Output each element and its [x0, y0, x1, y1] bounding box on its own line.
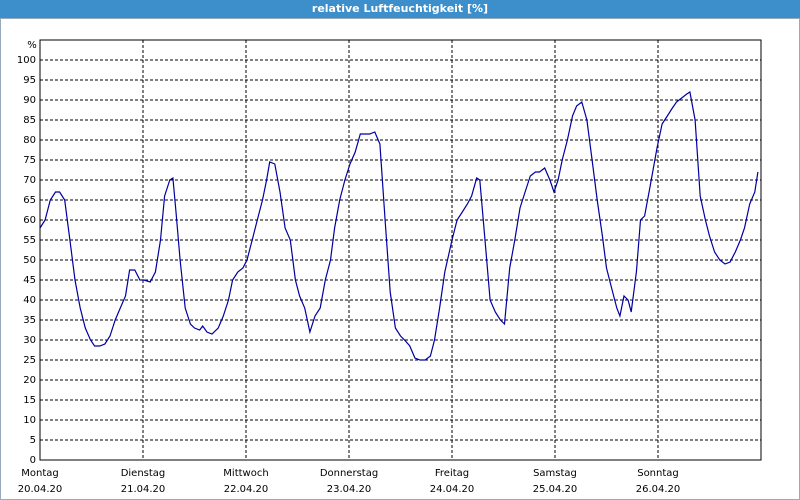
x-tick-label: Mittwoch — [223, 468, 268, 479]
y-tick-label: 50 — [23, 255, 36, 266]
x-tick-date: 24.04.20 — [430, 484, 475, 495]
data-line — [39, 91, 759, 361]
y-tick-label: 95 — [23, 75, 36, 86]
x-tick-date: 20.04.20 — [18, 484, 63, 495]
x-tick-date: 25.04.20 — [533, 484, 578, 495]
y-tick-label: 80 — [23, 135, 36, 146]
y-axis-label: % — [27, 40, 37, 51]
y-tick-label: 100 — [17, 55, 36, 66]
y-tick-label: 90 — [23, 95, 36, 106]
x-tick-label: Freitag — [435, 468, 469, 479]
y-tick-label: 60 — [23, 215, 36, 226]
y-tick-label: 10 — [23, 415, 36, 426]
x-tick-date: 21.04.20 — [121, 484, 166, 495]
y-tick-label: 25 — [23, 355, 36, 366]
y-tick-label: 85 — [23, 115, 36, 126]
x-tick-label: Samstag — [533, 468, 577, 479]
y-tick-label: 35 — [23, 315, 36, 326]
y-tick-label: 5 — [30, 435, 36, 446]
title-bar: relative Luftfeuchtigkeit [%] — [0, 0, 800, 18]
x-tick-date: 22.04.20 — [224, 484, 269, 495]
plot-frame — [39, 39, 762, 461]
y-tick-label: 70 — [23, 175, 36, 186]
y-tick-label: 0 — [30, 455, 36, 466]
x-tick-label: Donnerstag — [320, 468, 378, 479]
y-tick-label: 55 — [23, 235, 36, 246]
y-tick-label: 20 — [23, 375, 36, 386]
y-tick-label: 30 — [23, 335, 36, 346]
y-tick-label: 45 — [23, 275, 36, 286]
y-tick-label: 75 — [23, 155, 36, 166]
y-tick-label: 15 — [23, 395, 36, 406]
y-tick-label: 65 — [23, 195, 36, 206]
plot-area — [40, 40, 761, 460]
y-tick-label: 40 — [23, 295, 36, 306]
x-tick-date: 26.04.20 — [636, 484, 681, 495]
x-tick-date: 23.04.20 — [327, 484, 372, 495]
x-tick-label: Sonntag — [637, 468, 679, 479]
x-tick-label: Dienstag — [121, 468, 166, 479]
x-tick-label: Montag — [21, 468, 58, 479]
